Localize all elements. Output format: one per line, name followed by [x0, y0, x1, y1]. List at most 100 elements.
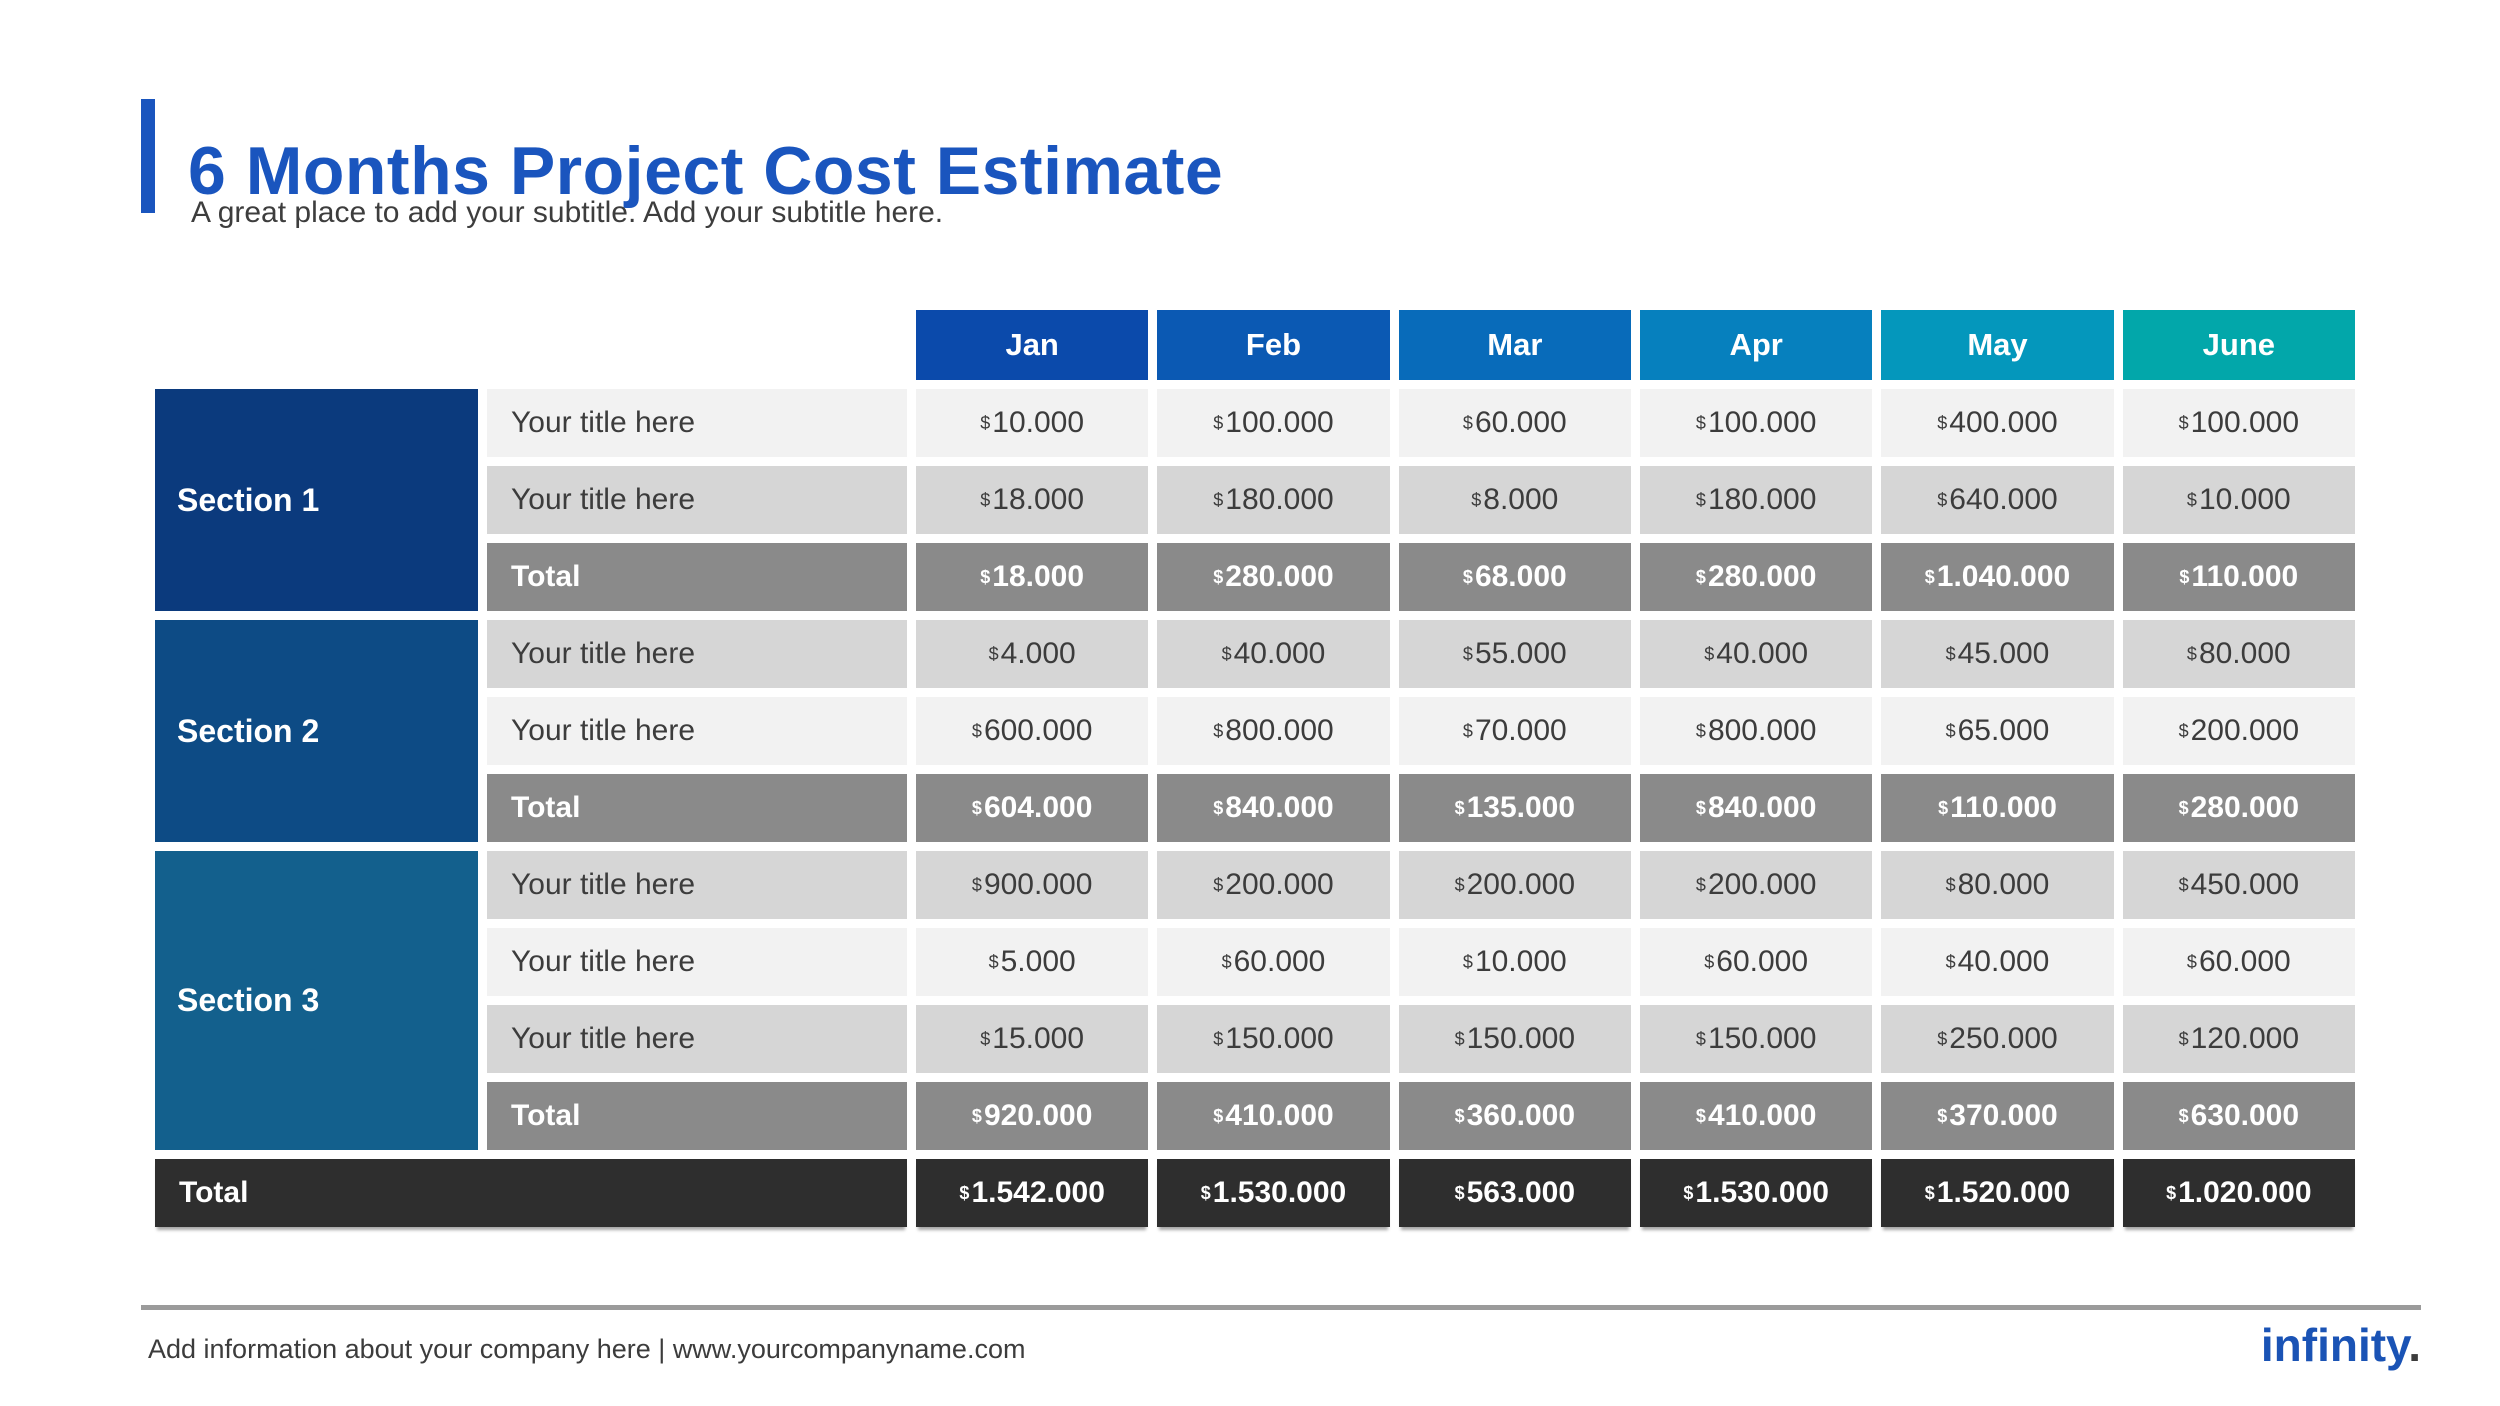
amount: 200.000: [2190, 714, 2300, 747]
currency-symbol: $: [1683, 1182, 1694, 1203]
title-accent-bar: [141, 99, 155, 213]
amount: 410.000: [1707, 1099, 1817, 1132]
currency-symbol: $: [1213, 489, 1224, 510]
currency-symbol: $: [1213, 874, 1224, 895]
row-title-cell: Your title here: [487, 1005, 907, 1073]
currency-symbol: $: [1221, 643, 1232, 664]
footer-divider: [141, 1305, 2421, 1310]
section-total-label: Total: [487, 774, 907, 842]
currency-symbol: $: [980, 566, 991, 587]
value-cell: $4.000: [916, 620, 1149, 688]
currency-symbol: $: [1695, 874, 1706, 895]
value-cell: $600.000: [916, 697, 1149, 765]
currency-symbol: $: [1945, 874, 1956, 895]
amount: 110.000: [1950, 791, 2057, 824]
amount: 1.542.000: [971, 1176, 1105, 1209]
grand-total-value-cell: $1.020.000: [2122, 1159, 2355, 1227]
amount: 800.000: [1707, 714, 1817, 747]
month-header-mar: Mar: [1398, 310, 1631, 380]
value-cell: $65.000: [1881, 697, 2114, 765]
value-cell: $450.000: [2122, 851, 2355, 919]
value-cell: $10.000: [1398, 928, 1631, 996]
currency-symbol: $: [971, 1105, 982, 1126]
amount: 150.000: [1225, 1022, 1334, 1055]
amount: 410.000: [1225, 1099, 1334, 1132]
amount: 60.000: [1233, 945, 1326, 978]
value-cell: $80.000: [2122, 620, 2355, 688]
amount: 1.040.000: [1936, 560, 2071, 593]
amount: 840.000: [1225, 791, 1334, 824]
amount: 120.000: [2190, 1022, 2300, 1055]
value-cell: $5.000: [916, 928, 1149, 996]
currency-symbol: $: [980, 489, 991, 510]
amount: 370.000: [1949, 1099, 2058, 1132]
currency-symbol: $: [1695, 1105, 1706, 1126]
section-total-value-cell: $410.000: [1157, 1082, 1390, 1150]
value-cell: $60.000: [1157, 928, 1390, 996]
amount: 900.000: [983, 868, 1093, 901]
amount: 40.000: [1957, 945, 2050, 978]
amount: 800.000: [1225, 714, 1334, 747]
section-total-value-cell: $68.000: [1398, 543, 1631, 611]
amount: 840.000: [1707, 791, 1817, 824]
grand-total-label: Total: [155, 1159, 907, 1227]
amount: 80.000: [2198, 637, 2291, 670]
currency-symbol: $: [980, 1028, 991, 1049]
currency-symbol: $: [1213, 797, 1224, 818]
value-cell: $100.000: [1157, 389, 1390, 457]
section-total-value-cell: $280.000: [2122, 774, 2355, 842]
currency-symbol: $: [1695, 720, 1706, 741]
amount: 280.000: [1707, 560, 1817, 593]
value-cell: $55.000: [1398, 620, 1631, 688]
row-title-cell: Your title here: [487, 851, 907, 919]
currency-symbol: $: [1213, 412, 1224, 433]
value-cell: $150.000: [1157, 1005, 1390, 1073]
month-header-apr: Apr: [1639, 310, 1873, 380]
currency-symbol: $: [1213, 1105, 1224, 1126]
logo-dot: .: [2408, 1319, 2421, 1371]
grand-total-value-cell: $1.542.000: [916, 1159, 1149, 1227]
value-cell: $18.000: [916, 466, 1149, 534]
amount: 70.000: [1474, 714, 1567, 747]
amount: 180.000: [1707, 483, 1817, 516]
section-total-value-cell: $135.000: [1398, 774, 1631, 842]
amount: 1.020.000: [2178, 1176, 2312, 1209]
amount: 110.000: [2191, 560, 2299, 593]
currency-symbol: $: [1454, 1105, 1465, 1126]
amount: 1.530.000: [1695, 1176, 1829, 1209]
amount: 4.000: [1000, 637, 1076, 670]
row-title-cell: Your title here: [487, 389, 907, 457]
currency-symbol: $: [959, 1182, 970, 1203]
amount: 280.000: [2190, 791, 2300, 824]
amount: 640.000: [1949, 483, 2058, 516]
currency-symbol: $: [2178, 1105, 2189, 1126]
currency-symbol: $: [2179, 566, 2190, 587]
value-cell: $250.000: [1881, 1005, 2114, 1073]
amount: 18.000: [992, 560, 1085, 593]
amount: 100.000: [1707, 406, 1817, 439]
currency-symbol: $: [1695, 1028, 1706, 1049]
month-header-jan: Jan: [916, 310, 1149, 380]
amount: 450.000: [2190, 868, 2300, 901]
currency-symbol: $: [1454, 1182, 1465, 1203]
currency-symbol: $: [1695, 489, 1706, 510]
section-total-value-cell: $18.000: [916, 543, 1149, 611]
currency-symbol: $: [1454, 797, 1465, 818]
amount: 600.000: [983, 714, 1093, 747]
month-header-june: June: [2122, 310, 2355, 380]
currency-symbol: $: [971, 874, 982, 895]
value-cell: $40.000: [1881, 928, 2114, 996]
amount: 45.000: [1957, 637, 2050, 670]
amount: 60.000: [2198, 945, 2291, 978]
value-cell: $60.000: [1639, 928, 1873, 996]
section-total-value-cell: $370.000: [1881, 1082, 2114, 1150]
amount: 80.000: [1957, 868, 2050, 901]
amount: 604.000: [983, 791, 1093, 824]
amount: 1.520.000: [1936, 1176, 2071, 1209]
value-cell: $180.000: [1639, 466, 1873, 534]
page-title: 6 Months Project Cost Estimate: [188, 132, 1224, 209]
amount: 5.000: [1000, 945, 1076, 978]
currency-symbol: $: [1924, 566, 1935, 587]
currency-symbol: $: [2166, 1182, 2177, 1203]
